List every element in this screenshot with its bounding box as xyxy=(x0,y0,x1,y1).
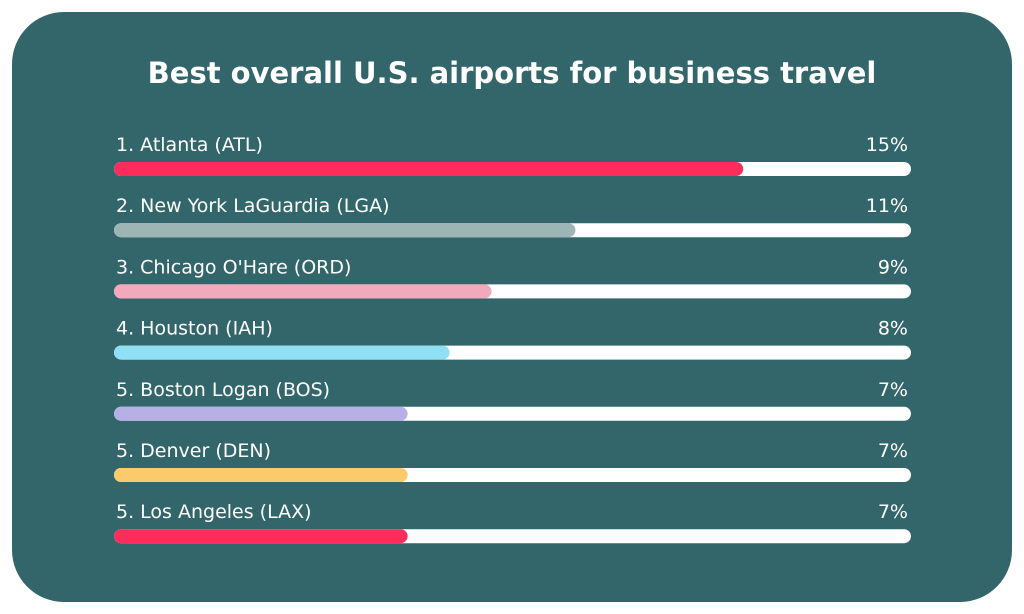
card-background xyxy=(12,12,1012,602)
bar xyxy=(114,529,408,544)
category-label: 5. Los Angeles (LAX) xyxy=(116,501,312,523)
value-label: 15% xyxy=(866,134,908,156)
value-label: 7% xyxy=(878,440,908,462)
category-label: 1. Atlanta (ATL) xyxy=(116,134,263,156)
category-label: 5. Denver (DEN) xyxy=(116,440,271,462)
category-label: 2. New York LaGuardia (LGA) xyxy=(116,195,389,217)
chart-title: Best overall U.S. airports for business … xyxy=(148,56,877,90)
value-label: 7% xyxy=(878,501,908,523)
value-label: 7% xyxy=(878,379,908,401)
bar xyxy=(114,406,408,421)
bar xyxy=(114,468,408,482)
category-label: 5. Boston Logan (BOS) xyxy=(116,379,330,401)
bar xyxy=(114,162,744,176)
value-label: 8% xyxy=(878,318,908,340)
category-label: 4. Houston (IAH) xyxy=(116,318,273,340)
bar xyxy=(114,345,450,360)
value-label: 11% xyxy=(866,195,908,217)
value-label: 9% xyxy=(878,256,908,278)
category-label: 3. Chicago O'Hare (ORD) xyxy=(116,256,351,278)
bar xyxy=(114,284,492,299)
bar xyxy=(114,223,576,238)
